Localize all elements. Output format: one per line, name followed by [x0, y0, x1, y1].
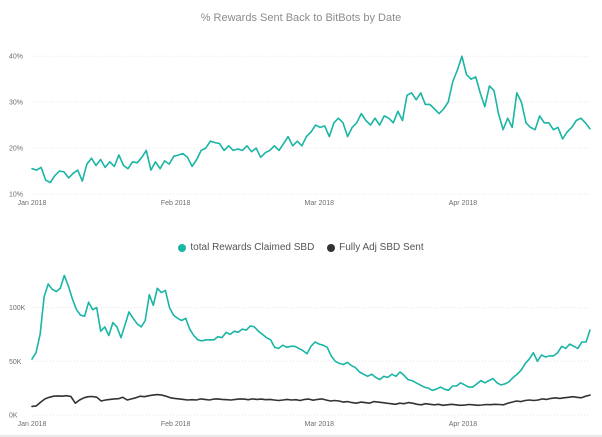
chart-2-y-tick-label: 0K [9, 413, 18, 420]
chart-2-series-line-0[interactable] [31, 274, 591, 392]
chart-2-legend: total Rewards Claimed SBD Fully Adj SBD … [0, 242, 602, 255]
legend-label-fully-adj: Fully Adj SBD Sent [339, 242, 424, 253]
legend-label-total-rewards: total Rewards Claimed SBD [190, 242, 315, 253]
chart-2-series-line-1[interactable] [31, 393, 591, 408]
chart-1-y-tick-label: 30% [9, 100, 23, 107]
legend-dot-total-rewards [178, 243, 187, 252]
chart-2-x-tick-label: Apr 2018 [449, 421, 478, 428]
chart-1-series-line-0[interactable] [31, 55, 591, 184]
chart-1-title: % Rewards Sent Back to BitBots by Date [200, 12, 402, 24]
chart-1: 10% 20% 30% 40% Jan 2018 Feb 2018 Mar 2018 Apr … [9, 54, 591, 207]
chart-2-x-tick-label: Mar 2018 [304, 421, 334, 428]
legend-item-fully-adj[interactable]: Fully Adj SBD Sent [327, 242, 424, 253]
chart-1-x-tick-label: Feb 2018 [161, 200, 191, 207]
chart-1-x-tick-label: Mar 2018 [304, 200, 334, 207]
bottom-border [0, 435, 602, 437]
chart-1-y-tick-label: 10% [9, 192, 23, 199]
chart-2-x-tick-label: Feb 2018 [161, 421, 191, 428]
chart-1-x-tick-label: Apr 2018 [449, 200, 478, 207]
legend-item-total-rewards[interactable]: total Rewards Claimed SBD [178, 242, 314, 253]
chart-1-x-tick-label: Jan 2018 [18, 200, 47, 207]
chart-2-y-tick-label: 100K [9, 305, 26, 312]
chart-1-y-tick-label: 20% [9, 146, 23, 153]
chart-2: 0K 50K 100K Jan 2018 Feb 2018 Mar 2018 Apr 201… [9, 274, 591, 428]
chart-1-y-tick-label: 40% [9, 54, 23, 61]
legend-dot-fully-adj [327, 243, 336, 252]
chart-2-x-tick-label: Jan 2018 [18, 421, 47, 428]
chart-2-y-tick-label: 50K [9, 359, 22, 366]
